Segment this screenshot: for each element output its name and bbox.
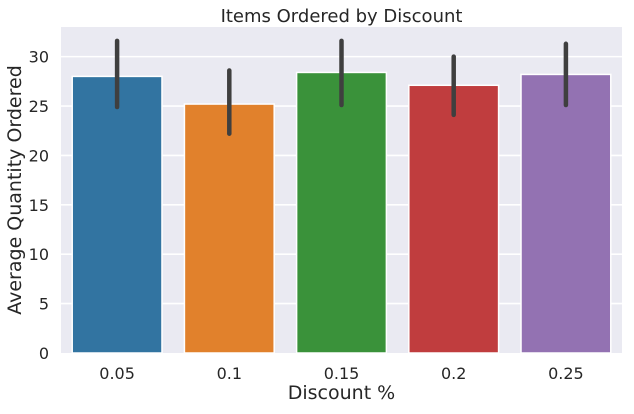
x-axis-label: Discount % [288, 382, 396, 404]
bar [520, 73, 612, 354]
bar [183, 103, 275, 354]
y-tick-label: 30 [29, 48, 49, 67]
y-tick-label: 15 [29, 196, 49, 215]
y-axis-label: Average Quantity Ordered [4, 65, 26, 315]
x-tick-label: 0.25 [548, 364, 584, 383]
x-tick-labels: 0.05 0.1 0.15 0.2 0.25 [99, 364, 583, 383]
y-tick-label: 5 [39, 295, 49, 314]
chart-title: Items Ordered by Discount [221, 6, 463, 27]
y-tick-label: 0 [39, 344, 49, 363]
x-tick-label: 0.05 [99, 364, 135, 383]
y-tick-labels: 0 5 10 15 20 25 30 [29, 48, 49, 363]
x-tick-label: 0.15 [324, 364, 360, 383]
bar [408, 84, 500, 354]
bars [71, 71, 612, 354]
y-tick-label: 10 [29, 245, 49, 264]
y-tick-label: 25 [29, 97, 49, 116]
error-bars [114, 38, 569, 136]
x-tick-label: 0.2 [441, 364, 466, 383]
bar [295, 71, 388, 354]
bar [71, 75, 163, 354]
y-tick-label: 20 [29, 146, 49, 165]
x-tick-label: 0.1 [217, 364, 242, 383]
